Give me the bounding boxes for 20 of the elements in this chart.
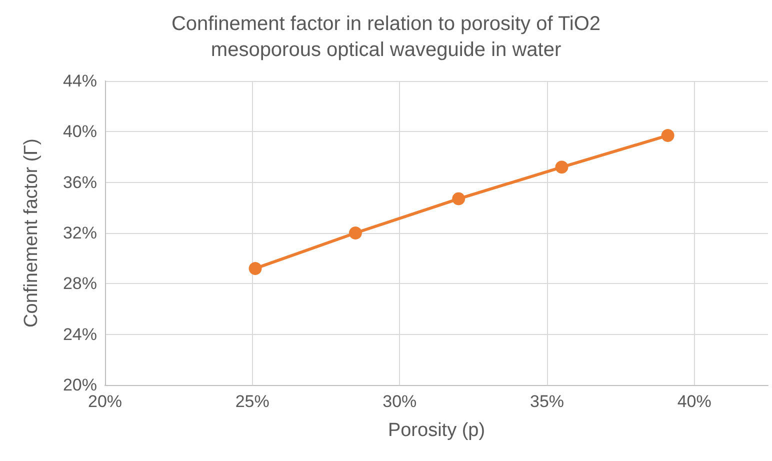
x-tick-label: 25%: [235, 392, 270, 411]
x-tick-label: 35%: [530, 392, 564, 411]
y-tick-label: 32%: [62, 224, 97, 242]
chart-title: Confinement factor in relation to porosity of TiO2 mesoporous optical waveguide in water: [171, 13, 601, 61]
point: [248, 262, 262, 275]
y-axis-title: Confinement factor (Γ): [21, 138, 42, 328]
x-tick-label: 20%: [88, 392, 122, 411]
y-tick-label: 36%: [62, 172, 97, 192]
point: [555, 160, 568, 174]
x-axis-title: Porosity (p): [388, 420, 486, 441]
point: [348, 226, 362, 240]
point: [661, 128, 674, 142]
x-tick-label: 40%: [677, 392, 712, 411]
y-tick-label: 28%: [62, 274, 97, 294]
x-tick-label: 30%: [382, 392, 417, 411]
point: [452, 192, 466, 206]
y-tick-label: 44%: [62, 72, 97, 90]
y-tick-label: 40%: [62, 122, 97, 142]
y-tick-label: 24%: [62, 324, 97, 344]
y-tick-label: 20%: [62, 376, 97, 394]
